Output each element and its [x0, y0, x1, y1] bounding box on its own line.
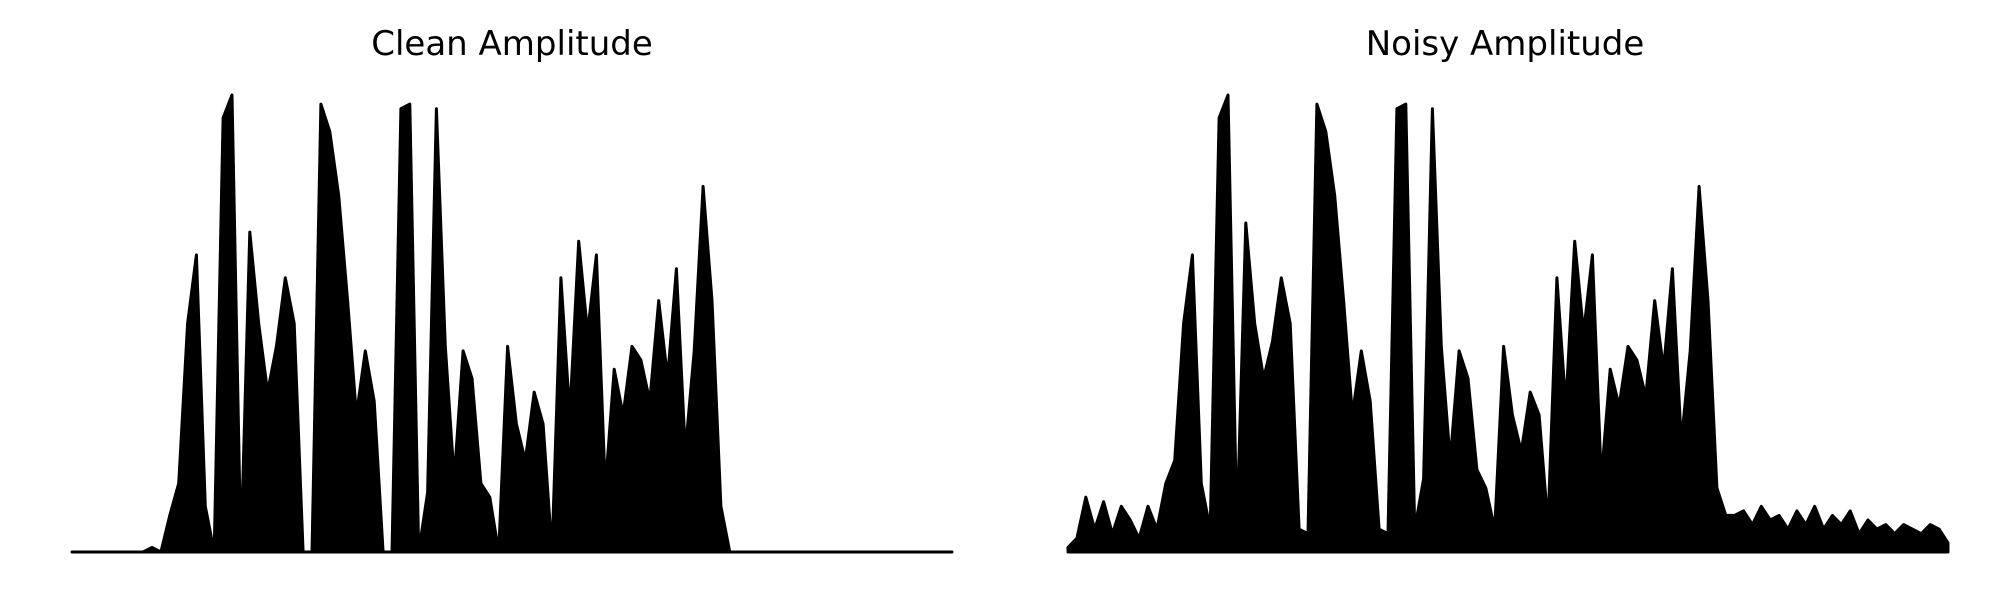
amplitude-series-area	[1066, 93, 1950, 554]
amplitude-series-area	[70, 93, 954, 554]
chart-title-clean: Clean Amplitude	[371, 24, 653, 64]
chart-plot-clean	[70, 93, 954, 554]
chart-title-noisy: Noisy Amplitude	[1365, 24, 1645, 64]
chart-panel-clean: Clean Amplitude	[70, 24, 954, 554]
chart-panel-noisy: Noisy Amplitude	[1000, 0, 2000, 600]
chart-plot-noisy	[1066, 93, 1950, 554]
